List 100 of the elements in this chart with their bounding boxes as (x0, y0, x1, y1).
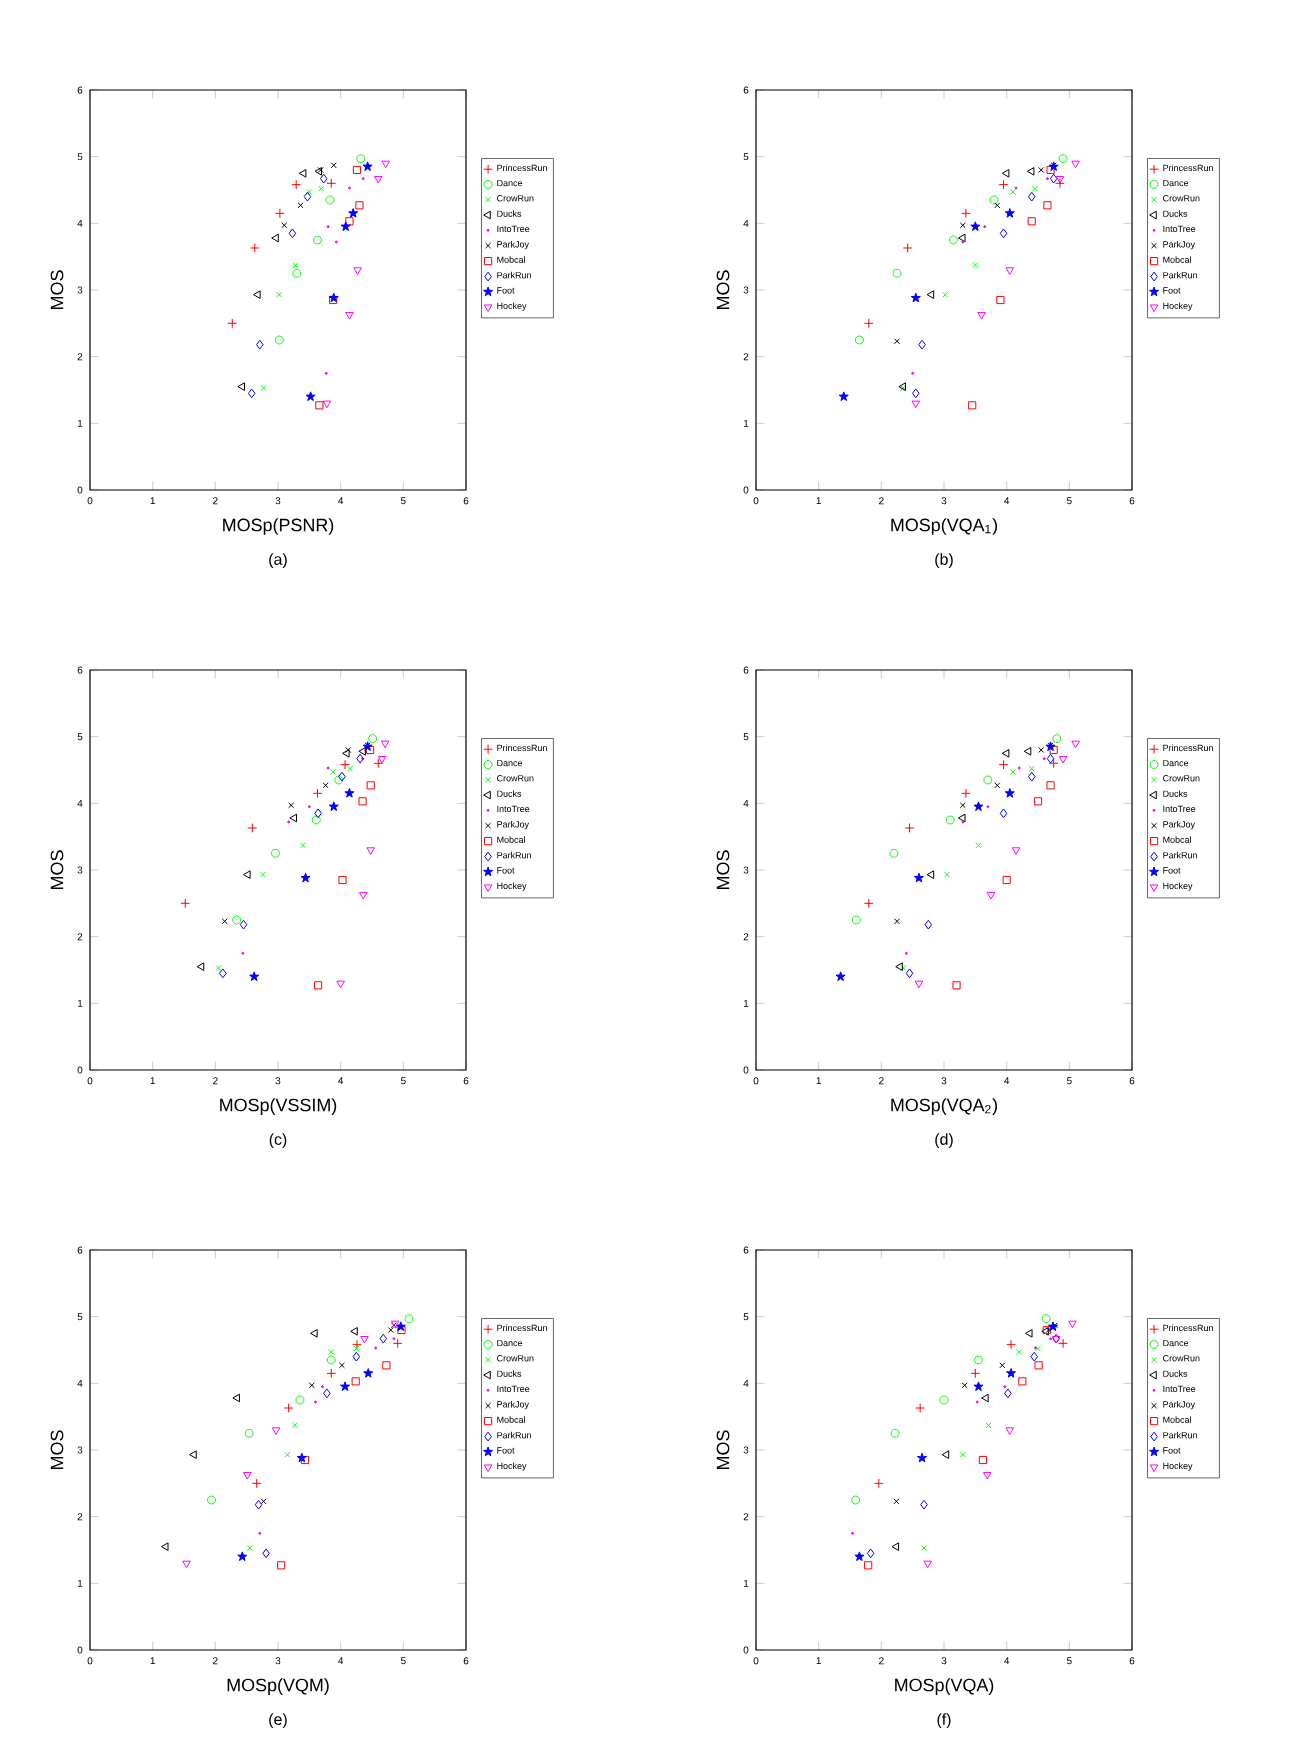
point (1011, 847, 1021, 855)
point (326, 178, 337, 189)
point (854, 335, 864, 345)
point (970, 1368, 981, 1379)
point (999, 228, 1008, 239)
point (968, 401, 977, 410)
point (895, 962, 903, 971)
point (300, 842, 307, 849)
point (999, 808, 1008, 819)
point (311, 815, 321, 825)
point (189, 1450, 197, 1459)
point (1001, 749, 1010, 758)
point (317, 166, 324, 174)
point (957, 813, 966, 823)
point (373, 175, 383, 184)
x-axis-title: MOSp(VQM) (227, 1678, 329, 1695)
point (1027, 191, 1036, 202)
point (1016, 1348, 1023, 1356)
point (939, 1395, 949, 1405)
point (276, 291, 283, 298)
point (1006, 1368, 1017, 1378)
point (381, 160, 391, 169)
point (998, 759, 1009, 770)
point (1018, 1377, 1027, 1386)
point (219, 968, 227, 979)
point (957, 233, 966, 243)
point (262, 1548, 270, 1559)
point (247, 823, 258, 833)
point (893, 1498, 900, 1505)
point (356, 154, 366, 164)
point (237, 1551, 248, 1562)
point (982, 1471, 992, 1480)
point (952, 981, 961, 990)
point (926, 290, 935, 299)
point (1023, 747, 1032, 756)
point (1027, 217, 1036, 226)
point (328, 801, 339, 812)
point (340, 221, 351, 232)
point (918, 339, 926, 350)
point (310, 1329, 318, 1338)
point (911, 400, 921, 409)
point (959, 222, 966, 229)
point (914, 980, 924, 989)
point (251, 1478, 262, 1489)
point (358, 891, 368, 900)
point (345, 217, 354, 226)
point (1006, 1339, 1016, 1350)
point (274, 335, 284, 345)
point (973, 801, 984, 812)
point (1004, 208, 1015, 218)
point (994, 202, 1001, 209)
y-axis-title: MOS (716, 850, 730, 889)
point (1033, 797, 1043, 806)
point (182, 1560, 191, 1569)
point (207, 1495, 217, 1505)
point (292, 262, 299, 269)
point (975, 842, 982, 849)
point (323, 1388, 331, 1399)
point (989, 195, 999, 205)
point (352, 165, 362, 175)
point (300, 872, 311, 883)
point (917, 1452, 928, 1463)
point (373, 758, 384, 769)
point (330, 162, 337, 169)
point (271, 1427, 281, 1435)
y-axis-title: MOS (716, 270, 730, 309)
point (342, 749, 350, 758)
point (864, 1561, 873, 1570)
point (854, 1551, 865, 1562)
y-axis-title: MOS (50, 1430, 64, 1469)
point (977, 311, 986, 320)
point (382, 1361, 391, 1370)
point (325, 195, 335, 205)
point (297, 202, 304, 209)
point (330, 768, 337, 776)
point (254, 1499, 263, 1510)
point (983, 775, 993, 785)
point (368, 734, 378, 744)
point (196, 962, 205, 971)
point (959, 1451, 966, 1458)
point (315, 401, 324, 410)
point (291, 1422, 298, 1429)
point (1005, 267, 1015, 275)
point (1058, 755, 1068, 764)
point (924, 919, 933, 930)
point (1001, 169, 1010, 178)
point (259, 871, 266, 878)
point (1071, 160, 1080, 169)
point (961, 208, 971, 219)
point (347, 765, 354, 772)
point (961, 1382, 968, 1389)
point (319, 173, 328, 184)
point (890, 1428, 900, 1438)
point (243, 870, 251, 879)
point (835, 971, 846, 982)
point (291, 179, 302, 190)
point (352, 1351, 361, 1362)
point (873, 1478, 884, 1489)
point (322, 782, 329, 789)
x-axis-title: MOSp(VQA$_{1}$) (891, 518, 998, 535)
